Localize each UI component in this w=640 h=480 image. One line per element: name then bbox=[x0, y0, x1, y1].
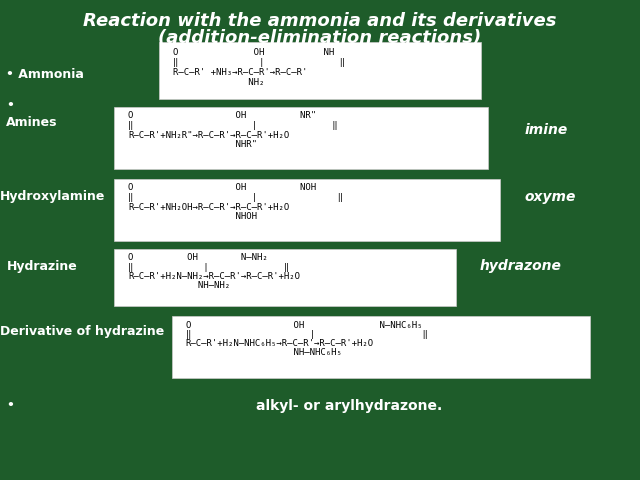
Text: Reaction with the ammonia and its derivatives: Reaction with the ammonia and its deriva… bbox=[83, 12, 557, 30]
Text: •: • bbox=[6, 99, 14, 112]
Text: (addition-elimination reactions): (addition-elimination reactions) bbox=[158, 29, 482, 47]
Text: ‖                      |                    ‖: ‖ | ‖ bbox=[186, 330, 428, 339]
Text: NHR": NHR" bbox=[128, 140, 257, 149]
Text: NH–NH₂: NH–NH₂ bbox=[128, 281, 230, 290]
Text: ‖                      |              ‖: ‖ | ‖ bbox=[128, 121, 338, 130]
Text: O              OH           NH: O OH NH bbox=[173, 48, 334, 57]
Text: R–C–R'+H₂N–NH₂→R–C–R'→R–C–R'+H₂O: R–C–R'+H₂N–NH₂→R–C–R'→R–C–R'+H₂O bbox=[128, 272, 300, 281]
Text: O          OH        N–NH₂: O OH N–NH₂ bbox=[128, 253, 268, 263]
Text: Hydroxylamine: Hydroxylamine bbox=[0, 190, 106, 204]
Text: alkyl- or arylhydrazone.: alkyl- or arylhydrazone. bbox=[256, 398, 442, 413]
Text: O                   OH          NR": O OH NR" bbox=[128, 111, 316, 120]
Text: ‖               |              ‖: ‖ | ‖ bbox=[173, 58, 345, 67]
Text: R–C–R'+H₂N–NHC₆H₅→R–C–R'→R–C–R'+H₂O: R–C–R'+H₂N–NHC₆H₅→R–C–R'→R–C–R'+H₂O bbox=[186, 339, 374, 348]
Text: •: • bbox=[6, 399, 14, 412]
FancyBboxPatch shape bbox=[172, 316, 590, 378]
Text: Hydrazine: Hydrazine bbox=[6, 260, 77, 273]
Text: O                   OH              N–NHC₆H₅: O OH N–NHC₆H₅ bbox=[186, 321, 422, 330]
Text: R–C–R' +NH₃→R–C–R'→R–C–R': R–C–R' +NH₃→R–C–R'→R–C–R' bbox=[173, 68, 307, 77]
Text: hydrazone: hydrazone bbox=[480, 259, 562, 274]
Text: R–C–R'+NH₂R"→R–C–R'→R–C–R'+H₂O: R–C–R'+NH₂R"→R–C–R'→R–C–R'+H₂O bbox=[128, 131, 289, 140]
Text: NHOH: NHOH bbox=[128, 212, 257, 221]
Text: R–C–R'+NH₂OH→R–C–R'→R–C–R'+H₂O: R–C–R'+NH₂OH→R–C–R'→R–C–R'+H₂O bbox=[128, 203, 289, 212]
Text: • Ammonia: • Ammonia bbox=[6, 68, 84, 81]
FancyBboxPatch shape bbox=[114, 179, 500, 241]
Text: NH–NHC₆H₅: NH–NHC₆H₅ bbox=[186, 348, 342, 358]
Text: imine: imine bbox=[525, 122, 568, 137]
Text: oxyme: oxyme bbox=[525, 190, 576, 204]
Text: Amines: Amines bbox=[6, 116, 58, 129]
Text: ‖                      |               ‖: ‖ | ‖ bbox=[128, 193, 343, 202]
Text: NH₂: NH₂ bbox=[173, 78, 264, 87]
FancyBboxPatch shape bbox=[159, 42, 481, 99]
Text: ‖             |              ‖: ‖ | ‖ bbox=[128, 263, 289, 272]
FancyBboxPatch shape bbox=[114, 249, 456, 306]
Text: Derivative of hydrazine: Derivative of hydrazine bbox=[0, 324, 164, 338]
Text: O                   OH          NOH: O OH NOH bbox=[128, 183, 316, 192]
FancyBboxPatch shape bbox=[114, 107, 488, 169]
